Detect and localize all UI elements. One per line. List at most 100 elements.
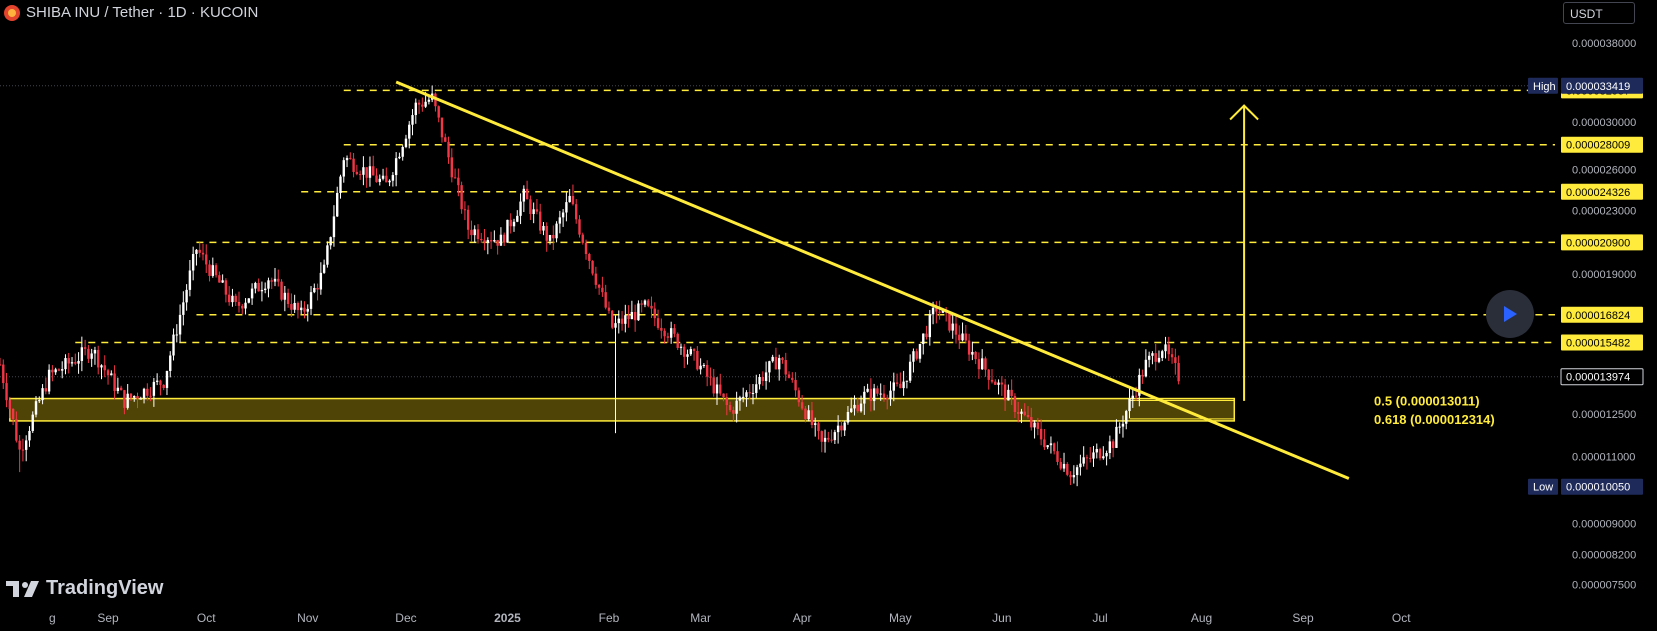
candle-body [178,314,182,335]
candle-body [912,351,915,362]
candle-body [1043,439,1046,448]
candle-body [620,318,624,324]
candle-body [1039,428,1043,440]
candle-body [77,360,80,364]
candle-body [601,287,604,293]
candle-body [961,333,964,341]
candle-body [83,347,87,349]
low-price-tag [1561,478,1643,495]
candle-body [129,393,133,398]
candle-body [918,343,922,359]
candle-body [666,336,670,338]
candle-body [1030,417,1033,428]
candle-body [931,308,935,315]
candle-body [214,265,218,276]
candle-body [1062,463,1066,469]
candle-body [879,393,882,395]
price-tick-label: 0.000011000 [1572,452,1635,464]
candle-body [437,106,440,118]
candle-body [643,300,647,305]
candle-body [987,369,990,380]
candle-body [152,381,156,396]
candle-body [1138,374,1141,396]
tradingview-logo[interactable]: TradingView [6,577,163,600]
candle-body [853,404,856,409]
candle-body [715,384,719,394]
candles [0,85,1180,487]
candle-body [971,351,974,355]
candle-body [450,157,454,178]
candle-body [336,192,339,217]
candle-body [496,240,499,246]
candle-body [555,223,558,239]
candle-body [1056,451,1059,462]
candle-body [142,388,146,399]
time-axis: g Sep Oct Nov Dec 2025 Feb Mar Apr May Jun Jul Aug Se… [49,611,1411,625]
replay-button[interactable] [1486,290,1534,338]
candle-body [322,264,326,273]
candle-body [286,292,290,305]
candle-body [1111,441,1115,448]
shiba-coin-icon [4,4,20,21]
fib-label: 0.618 (0.000012314) [1374,412,1495,427]
candle-body [787,374,791,378]
candle-body [447,141,450,158]
candle-body [702,364,706,366]
candle-body [738,397,742,401]
candle-body [922,333,925,344]
candle-body [1089,457,1092,459]
candle-body [227,294,231,303]
candle-body [218,275,221,283]
candle-body [840,425,843,431]
candle-body [385,175,388,183]
candle-body [850,408,853,412]
candle-body [814,423,817,425]
candle-body [280,281,283,300]
candle-body [185,289,188,303]
candle-body [2,364,5,384]
candle-body [368,166,372,178]
low-price-label: 0.000010050 [1566,482,1630,494]
candle-body [221,280,224,283]
candle-body [1151,353,1154,356]
candle-body [869,388,873,402]
candle-body [679,346,683,348]
candle-body [1092,452,1095,459]
candle-body [683,346,686,357]
candle-body [231,295,234,303]
high-name-label: High [1533,81,1556,93]
candle-body [224,280,228,295]
candle-body [977,359,981,370]
candle-body [781,358,784,361]
candle-body [830,439,833,441]
candle-body [316,287,319,290]
candle-body [486,240,490,243]
chart-grid [0,85,1560,378]
candle-body [191,253,195,271]
candle-body [552,234,555,239]
candle-body [97,349,100,368]
candle-body [941,309,945,313]
candle-body [997,382,1000,385]
play-icon [1504,306,1517,322]
level-price-label: 0.000024326 [1566,187,1630,199]
candle-body [1174,357,1177,364]
candle-body [1003,384,1007,401]
candle-body [293,302,296,310]
price-tick-label: 0.000012500 [1572,409,1636,421]
candle-body [1033,422,1036,428]
currency-selector[interactable]: USDT [1563,2,1635,24]
candle-body [1046,445,1049,448]
candle-body [571,195,575,205]
candle-body [466,209,470,230]
candle-body [440,117,444,138]
candle-body [653,308,656,319]
candle-body [1095,449,1098,453]
candle-body [863,391,866,404]
candle-body [398,156,401,159]
price-tick-label: 0.000007500 [1572,579,1636,591]
candle-body [774,356,778,370]
candle-body [480,238,483,241]
symbol-header[interactable]: SHIBA INU / Tether · 1D · KUCOIN [4,4,258,21]
